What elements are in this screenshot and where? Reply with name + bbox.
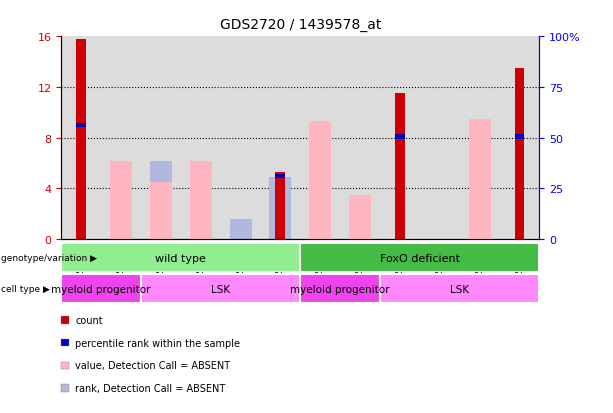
Bar [310, 122, 331, 240]
Bar [395, 94, 405, 240]
Bar [420, 37, 460, 240]
Bar [395, 135, 405, 139]
Text: rank, Detection Call = ABSENT: rank, Detection Call = ABSENT [75, 383, 226, 393]
Text: value, Detection Call = ABSENT: value, Detection Call = ABSENT [75, 361, 230, 370]
Text: LSK: LSK [211, 284, 230, 294]
Text: FoxO deficient: FoxO deficient [380, 253, 460, 263]
Bar [380, 275, 539, 304]
Title: GDS2720 / 1439578_at: GDS2720 / 1439578_at [219, 18, 381, 32]
Bar [61, 275, 141, 304]
Text: cell type ▶: cell type ▶ [1, 285, 50, 294]
Bar [460, 37, 500, 240]
Bar [300, 244, 539, 273]
Text: myeloid progenitor: myeloid progenitor [51, 284, 151, 294]
Bar [141, 275, 300, 304]
Bar [469, 147, 490, 240]
Bar [61, 244, 300, 273]
Bar [275, 174, 286, 178]
Text: LSK: LSK [450, 284, 470, 294]
Text: percentile rank within the sample: percentile rank within the sample [75, 338, 240, 348]
Bar [275, 173, 286, 240]
Bar [110, 170, 132, 240]
Bar [300, 37, 340, 240]
Bar [221, 37, 261, 240]
Bar [270, 178, 291, 240]
Bar [76, 123, 86, 128]
Bar [190, 166, 211, 240]
Bar [181, 37, 221, 240]
Bar [310, 148, 331, 240]
Bar [300, 275, 380, 304]
Bar [150, 161, 172, 240]
Bar [514, 69, 525, 240]
Bar [76, 40, 86, 240]
Bar [190, 161, 211, 240]
Bar [469, 119, 490, 240]
Bar [110, 161, 132, 240]
Bar [61, 37, 101, 240]
Bar [500, 37, 539, 240]
Bar [230, 219, 251, 240]
Bar [261, 37, 300, 240]
Bar [141, 37, 181, 240]
Bar [101, 37, 141, 240]
Text: myeloid progenitor: myeloid progenitor [291, 284, 390, 294]
Text: wild type: wild type [156, 253, 206, 263]
Text: genotype/variation ▶: genotype/variation ▶ [1, 254, 97, 263]
Bar [349, 195, 371, 240]
Bar [340, 37, 380, 240]
Bar [514, 135, 525, 139]
Bar [380, 37, 420, 240]
Bar [150, 183, 172, 240]
Text: count: count [75, 315, 103, 325]
